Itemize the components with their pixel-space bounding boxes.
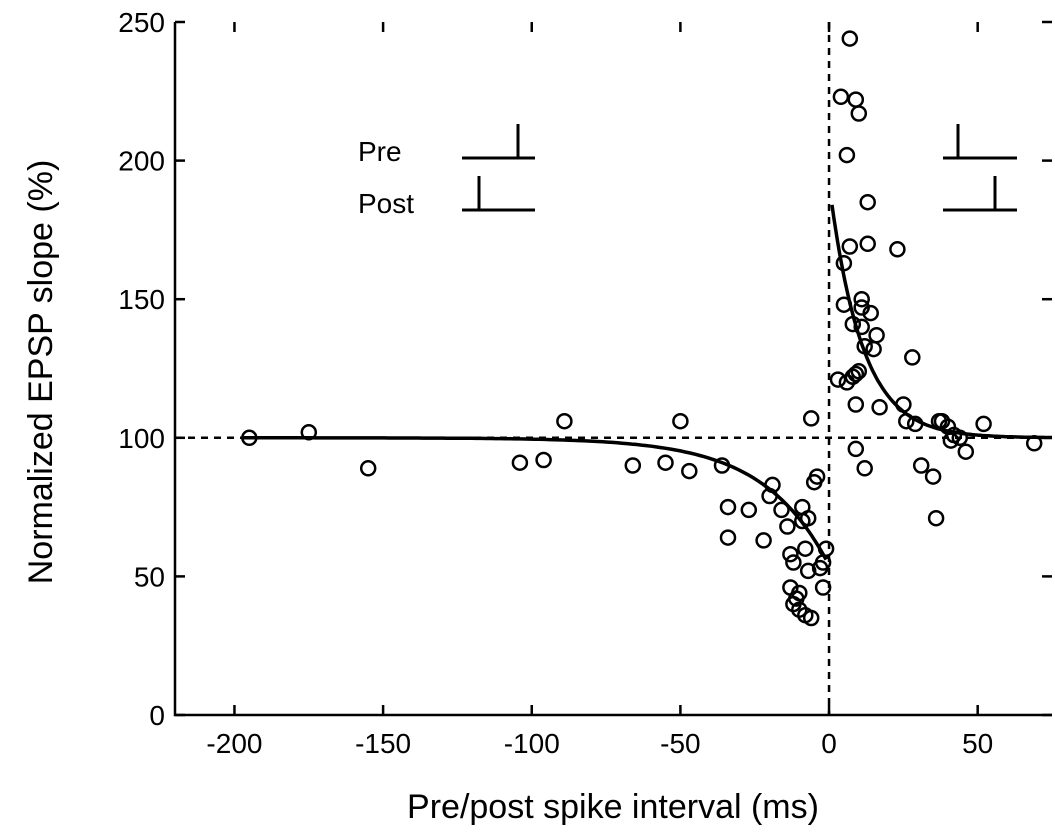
y-tick-label: 0: [149, 700, 165, 731]
data-point: [906, 415, 924, 433]
data-point: [511, 454, 529, 471]
data-point: [740, 501, 758, 519]
y-tick-label: 100: [118, 423, 165, 454]
legend-pre-post-left: Pre Post: [358, 124, 535, 219]
data-point: [773, 501, 790, 519]
data-point: [895, 396, 912, 413]
data-point: [927, 509, 945, 527]
data-point: [889, 241, 906, 258]
data-point: [799, 509, 817, 527]
data-point: [300, 424, 318, 441]
fit-curves: [243, 204, 1052, 561]
data-point: [814, 579, 832, 596]
legend-post-trace-right: [943, 176, 1017, 212]
data-point: [761, 487, 778, 505]
data-point: [847, 91, 865, 108]
data-point: [832, 88, 850, 106]
data-point: [672, 412, 689, 430]
legend-post-trace-left: [462, 176, 535, 212]
data-point: [975, 415, 992, 433]
y-tick-label: 150: [118, 284, 165, 315]
x-tick-label: 0: [821, 728, 837, 759]
data-point: [871, 399, 888, 416]
data-point: [847, 440, 865, 458]
data-point: [799, 562, 817, 580]
data-point: [359, 460, 377, 477]
data-point: [535, 451, 552, 469]
data-point: [957, 443, 975, 460]
x-tick-label: -150: [355, 728, 411, 759]
data-point: [624, 457, 642, 474]
data-point: [791, 584, 808, 602]
data-point: [853, 290, 870, 308]
data-point: [835, 254, 853, 272]
y-tick-label: 250: [118, 7, 165, 38]
y-axis-title: Normalized EPSP slope (%): [22, 160, 60, 585]
data-point: [847, 365, 865, 383]
y-tick-label: 200: [118, 146, 165, 177]
data-point: [782, 545, 799, 563]
data-point: [850, 105, 868, 122]
data-point: [713, 457, 731, 474]
data-point: [841, 238, 859, 255]
data-point: [859, 193, 876, 211]
data-point: [681, 462, 698, 480]
data-point: [1025, 435, 1043, 452]
data-point: [951, 429, 969, 447]
data-point: [835, 296, 853, 313]
legend-pre-label: Pre: [358, 136, 402, 167]
fit-curve-ltd: [243, 436, 828, 561]
data-point: [755, 532, 772, 549]
data-point: [556, 412, 573, 430]
data-point: [797, 540, 814, 557]
data-point: [802, 410, 820, 427]
data-point: [829, 371, 847, 388]
data-point: [719, 498, 737, 516]
y-tick-label: 50: [134, 561, 165, 592]
data-point: [898, 412, 915, 430]
data-point: [719, 529, 737, 546]
data-point: [657, 454, 674, 471]
data-point: [850, 363, 868, 380]
axes: -200 -150 -100 -50 0 50 0 50 100 150 200 250: [118, 7, 1052, 759]
data-points: [241, 30, 1043, 627]
data-point: [785, 554, 802, 571]
data-point: [847, 396, 865, 413]
data-point: [808, 468, 826, 485]
legend-post-label: Post: [358, 188, 414, 219]
data-point: [764, 476, 781, 494]
data-point: [856, 460, 873, 477]
reference-lines: [175, 22, 1052, 715]
data-point: [904, 349, 921, 366]
legend-pre-trace-left: [462, 124, 535, 160]
data-point: [838, 146, 856, 164]
data-point: [817, 540, 835, 557]
data-point: [862, 304, 879, 322]
data-point: [844, 315, 862, 333]
x-axis-title: Pre/post spike interval (ms): [407, 788, 819, 826]
x-tick-label: 50: [962, 728, 993, 759]
data-point: [859, 235, 876, 253]
data-point: [802, 609, 820, 627]
data-point: [841, 30, 859, 47]
data-point: [912, 457, 930, 474]
data-point: [779, 518, 796, 535]
data-point: [853, 318, 870, 336]
axis-frame: [173, 22, 1052, 717]
data-point: [865, 340, 882, 358]
x-tick-label: -100: [504, 728, 560, 759]
x-tick-label: -50: [660, 728, 700, 759]
data-point: [868, 326, 885, 344]
data-point: [856, 338, 873, 355]
data-point: [924, 468, 942, 485]
data-point: [241, 429, 258, 447]
x-tick-label: -200: [206, 728, 262, 759]
legend-pre-trace-right: [943, 124, 1017, 160]
legend-post-pre-right: [943, 124, 1017, 212]
